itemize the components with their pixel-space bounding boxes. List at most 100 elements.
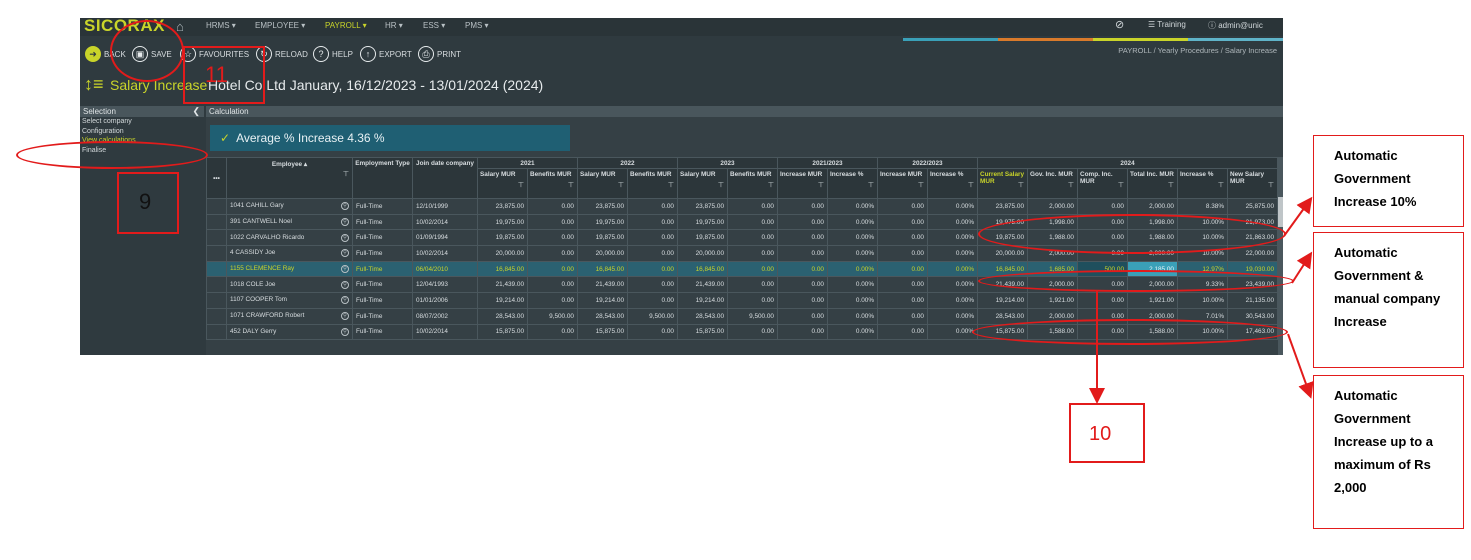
table-cell: 01/09/1994	[412, 229, 478, 247]
row-selector[interactable]	[206, 260, 227, 278]
table-cell: 0.00	[727, 292, 778, 309]
table-cell: 20,000.00	[477, 245, 528, 262]
table-cell: Full-Time	[352, 307, 413, 325]
row-menu[interactable]: •••	[206, 157, 227, 199]
filter-icon[interactable]: ⊤	[617, 182, 624, 189]
filter-icon[interactable]: ⊤	[1017, 182, 1024, 189]
table-cell: 0.00	[877, 229, 928, 247]
table-cell: 1,921.00	[1127, 292, 1178, 309]
filter-icon[interactable]: ⊤	[817, 182, 824, 189]
table-cell: 06/04/2010	[412, 260, 478, 278]
annotation-box-11	[183, 46, 265, 104]
menu-ess[interactable]: ESS ▾	[423, 21, 446, 30]
col-2021-salary[interactable]: Salary MUR ⊤	[477, 168, 528, 199]
table-row[interactable]: 1071 CRAWFORD Robert ⚲ Full-Time 08/07/2002…	[206, 307, 1284, 325]
table-cell: 0.00%	[927, 229, 978, 247]
table-cell: 19,214.00	[577, 292, 628, 309]
table-cell: 10/02/2014	[412, 323, 478, 341]
sidebar-item-configuration[interactable]: Configuration	[82, 127, 124, 135]
menu-payroll[interactable]: PAYROLL ▾	[325, 21, 367, 30]
sidebar-item-select-company[interactable]: Select company	[82, 118, 132, 125]
menu-pms[interactable]: PMS ▾	[465, 21, 489, 30]
col-2022-salary[interactable]: Salary MUR ⊤	[577, 168, 628, 199]
col-2022-benefits[interactable]: Benefits MUR ⊤	[627, 168, 678, 199]
employee-profile-icon[interactable]: ⚲	[341, 265, 349, 274]
col-2021-benefits[interactable]: Benefits MUR ⊤	[527, 168, 578, 199]
training-env[interactable]: ☰ Training	[1148, 20, 1186, 29]
filter-icon[interactable]: ⊤	[517, 182, 524, 189]
employee-profile-icon[interactable]: ⚲	[341, 280, 349, 289]
help-button[interactable]: ? HELP	[313, 44, 353, 64]
row-selector[interactable]	[206, 323, 227, 341]
employee-profile-icon[interactable]: ⚲	[341, 296, 349, 305]
menu-employee[interactable]: EMPLOYEE ▾	[255, 21, 306, 30]
employee-profile-icon[interactable]: ⚲	[341, 249, 349, 258]
col-comp-inc[interactable]: Comp. Inc. MUR ⊤	[1077, 168, 1128, 199]
filter-icon[interactable]: ⊤	[1217, 182, 1224, 189]
row-selector[interactable]	[206, 245, 227, 262]
table-row[interactable]: 1022 CARVALHO Ricardo ⚲ Full-Time 01/09/199…	[206, 229, 1284, 247]
menu-hrms[interactable]: HRMS ▾	[206, 21, 236, 30]
filter-icon[interactable]: ⊤	[717, 182, 724, 189]
col-gov-inc[interactable]: Gov. Inc. MUR ⊤	[1027, 168, 1078, 199]
calculation-header: Calculation	[206, 106, 1283, 117]
average-increase-panel[interactable]: ✓ Average % Increase 4.36 %	[210, 125, 570, 151]
filter-icon[interactable]: ⊤	[667, 182, 674, 189]
employee-profile-icon[interactable]: ⚲	[341, 218, 349, 227]
col-2223-increase-pct[interactable]: Increase % ⊤	[927, 168, 978, 199]
table-cell: 9,500.00	[627, 307, 678, 325]
table-cell: 0.00	[627, 213, 678, 231]
table-cell: 0.00	[627, 229, 678, 247]
table-cell: 0.00	[877, 323, 928, 341]
table-cell: 0.00	[627, 292, 678, 309]
table-cell: 0.00	[777, 307, 828, 325]
filter-icon[interactable]: ⊤	[1167, 182, 1174, 189]
col-employment-type[interactable]: Employment Type	[352, 157, 413, 199]
filter-icon[interactable]: ⊤	[342, 171, 349, 178]
export-button[interactable]: ↑ EXPORT	[360, 44, 412, 64]
table-cell: Full-Time	[352, 323, 413, 341]
table-cell: 28,543.00	[977, 307, 1028, 325]
menu-hr[interactable]: HR ▾	[385, 21, 403, 30]
employee-profile-icon[interactable]: ⚲	[341, 233, 349, 242]
home-icon[interactable]: ⌂	[176, 19, 184, 34]
filter-icon[interactable]: ⊤	[1117, 182, 1124, 189]
chevron-left-icon[interactable]: ❮	[192, 106, 200, 116]
table-cell: 01/01/2006	[412, 292, 478, 309]
table-cell: 0.00%	[827, 229, 878, 247]
filter-icon[interactable]: ⊤	[1067, 182, 1074, 189]
filter-icon[interactable]: ⊤	[967, 182, 974, 189]
col-current-salary[interactable]: Current Salary MUR ⊤	[977, 168, 1028, 199]
employee-profile-icon[interactable]: ⚲	[341, 312, 349, 321]
col-join-date[interactable]: Join date company	[412, 157, 478, 199]
filter-icon[interactable]: ⊤	[767, 182, 774, 189]
filter-icon[interactable]: ⊤	[567, 182, 574, 189]
col-total-inc[interactable]: Total Inc. MUR ⊤	[1127, 168, 1178, 199]
scrollbar[interactable]	[1278, 157, 1283, 355]
notifications-icon[interactable]: ⊘	[1115, 19, 1125, 31]
col-new-salary[interactable]: New Salary MUR ⊤	[1226, 168, 1279, 199]
table-cell: 19,214.00	[677, 292, 728, 309]
col-2123-increase-pct[interactable]: Increase % ⊤	[827, 168, 878, 199]
table-cell: 0.00	[777, 323, 828, 341]
table-cell: 21,135.00	[1226, 292, 1279, 309]
employee-profile-icon[interactable]: ⚲	[341, 202, 349, 211]
table-cell: 0.00	[727, 198, 778, 215]
scrollbar-thumb[interactable]	[1278, 197, 1283, 227]
col-2223-increase[interactable]: Increase MUR ⊤	[877, 168, 928, 199]
table-row[interactable]: 1107 COOPER Tom ⚲ Full-Time 01/01/2006 19,21…	[206, 292, 1284, 309]
table-cell: 0.00	[777, 260, 828, 278]
col-2023-benefits[interactable]: Benefits MUR ⊤	[727, 168, 778, 199]
table-cell: 2,000.00	[1127, 198, 1178, 215]
employee-profile-icon[interactable]: ⚲	[341, 327, 349, 336]
user-menu[interactable]: ⓘ admin@unic	[1208, 20, 1263, 31]
col-employee[interactable]: Employee ▴ ⊤	[226, 157, 353, 199]
table-cell: 12/04/1993	[412, 276, 478, 294]
filter-icon[interactable]: ⊤	[867, 182, 874, 189]
back-arrow-icon: ➜	[85, 46, 101, 62]
print-button[interactable]: ⎙ PRINT	[418, 44, 461, 64]
user-label: admin@unic	[1218, 21, 1263, 30]
annotation-ellipse-view-calculations	[16, 141, 208, 169]
filter-icon[interactable]: ⊤	[917, 182, 924, 189]
filter-icon[interactable]: ⊤	[1267, 182, 1275, 189]
